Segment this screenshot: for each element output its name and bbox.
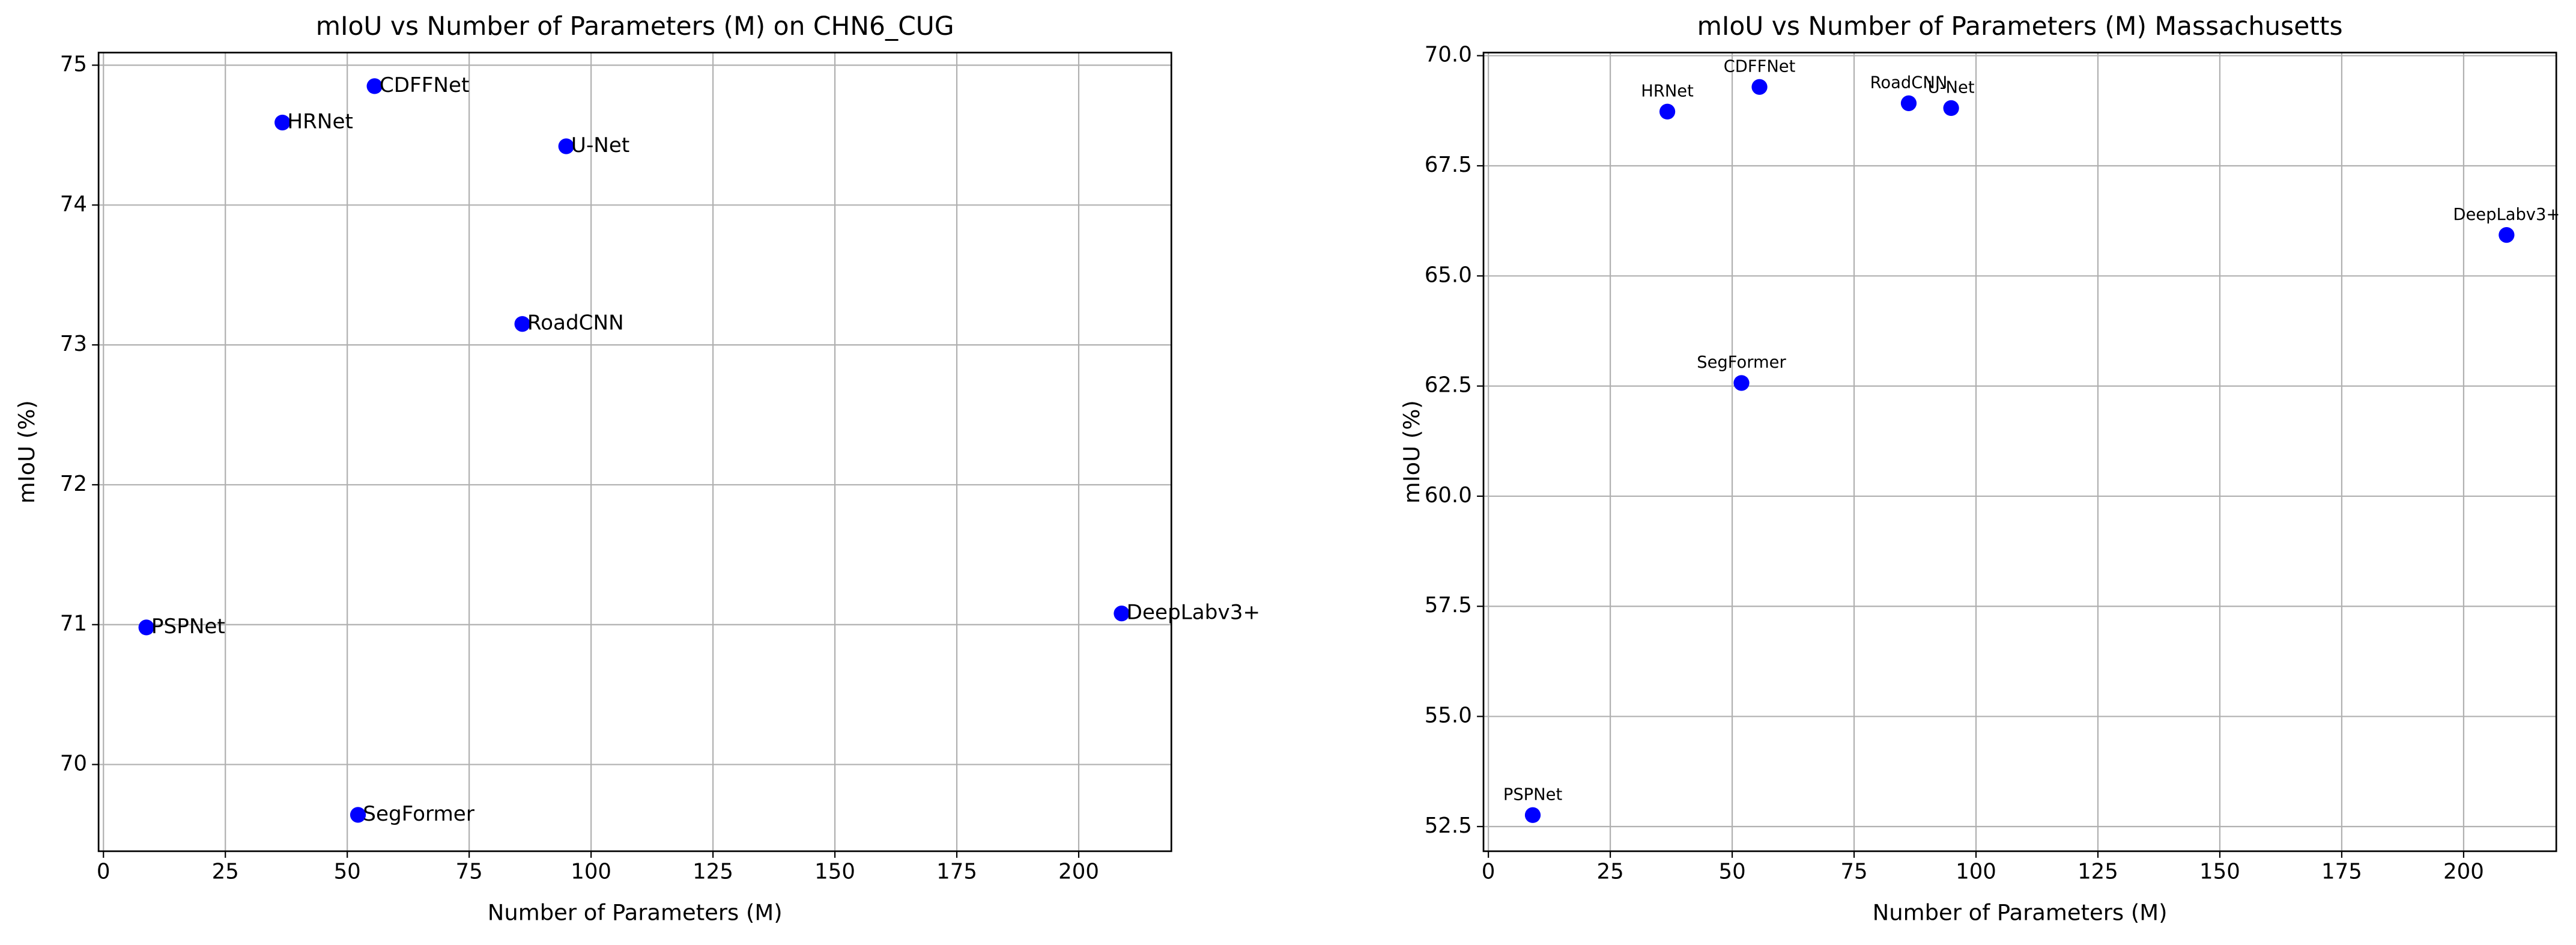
point xyxy=(1900,95,1917,111)
point-label: DeepLabv3+ xyxy=(1127,601,1260,625)
y-tick-label: 70 xyxy=(60,752,87,776)
x-tick-label: 150 xyxy=(814,859,855,884)
x-tick-label: 150 xyxy=(2199,859,2240,884)
x-tick-label: 0 xyxy=(97,859,111,884)
point-label: DeepLabv3+ xyxy=(2453,205,2560,224)
plot-frame xyxy=(1482,52,2557,852)
y-tick-label: 74 xyxy=(60,192,87,216)
point-label: RoadCNN xyxy=(527,311,624,335)
x-tick-label: 100 xyxy=(571,859,611,884)
point xyxy=(558,138,574,154)
point xyxy=(1943,100,1959,117)
point-label: U-Net xyxy=(571,133,629,157)
x-tick-label: 175 xyxy=(936,859,977,884)
x-tick-label: 200 xyxy=(1058,859,1099,884)
point-label: CDFFNet xyxy=(380,73,470,97)
x-tick-label: 175 xyxy=(2321,859,2362,884)
y-axis-label: mIoU (%) xyxy=(14,400,40,503)
y-tick-label: 71 xyxy=(60,612,87,636)
point-label: HRNet xyxy=(287,109,353,133)
point-label: U-Net xyxy=(1928,79,1975,97)
point xyxy=(1659,103,1676,120)
point xyxy=(2499,226,2515,243)
y-tick-label: 60.0 xyxy=(1425,483,1472,508)
chart-title: mIoU vs Number of Parameters (M) on CHN6… xyxy=(316,11,954,41)
chart-title: mIoU vs Number of Parameters (M) Massach… xyxy=(1697,11,2343,41)
point xyxy=(1751,79,1768,95)
point-label: RoadCNN xyxy=(1870,74,1948,93)
x-tick-label: 25 xyxy=(212,859,239,884)
point-label: PSPNet xyxy=(1503,785,1563,804)
point xyxy=(1114,605,1130,622)
point xyxy=(350,807,366,823)
point xyxy=(1524,807,1541,823)
point xyxy=(514,316,530,332)
y-tick-label: 57.5 xyxy=(1425,593,1472,618)
point-label: HRNet xyxy=(1641,82,1694,100)
point-label: PSPNet xyxy=(151,615,225,639)
point-label: CDFFNet xyxy=(1724,57,1796,76)
x-tick-label: 200 xyxy=(2443,859,2484,884)
point-label: SegFormer xyxy=(363,802,475,826)
point-label: SegFormer xyxy=(1697,353,1786,372)
y-tick-label: 65.0 xyxy=(1425,263,1472,287)
x-tick-label: 100 xyxy=(1956,859,1996,884)
x-axis-label: Number of Parameters (M) xyxy=(1873,899,2168,925)
point xyxy=(138,619,154,636)
x-tick-label: 50 xyxy=(1718,859,1745,884)
point xyxy=(1733,375,1750,391)
y-tick-label: 52.5 xyxy=(1425,813,1472,838)
x-tick-label: 125 xyxy=(2077,859,2118,884)
x-tick-label: 125 xyxy=(692,859,733,884)
point xyxy=(274,114,291,131)
y-tick-label: 75 xyxy=(60,52,87,76)
x-tick-label: 0 xyxy=(1482,859,1496,884)
point xyxy=(366,78,383,94)
x-tick-label: 25 xyxy=(1596,859,1623,884)
y-tick-label: 70.0 xyxy=(1425,43,1472,67)
y-tick-label: 72 xyxy=(60,472,87,496)
x-tick-label: 75 xyxy=(1840,859,1867,884)
y-tick-label: 73 xyxy=(60,332,87,356)
x-tick-label: 50 xyxy=(334,859,361,884)
y-axis-label: mIoU (%) xyxy=(1399,400,1425,503)
x-tick-label: 75 xyxy=(456,859,483,884)
plot-frame xyxy=(97,52,1172,852)
y-tick-label: 62.5 xyxy=(1425,373,1472,398)
y-tick-label: 67.5 xyxy=(1425,153,1472,177)
y-tick-label: 55.0 xyxy=(1425,703,1472,728)
x-axis-label: Number of Parameters (M) xyxy=(488,899,783,925)
